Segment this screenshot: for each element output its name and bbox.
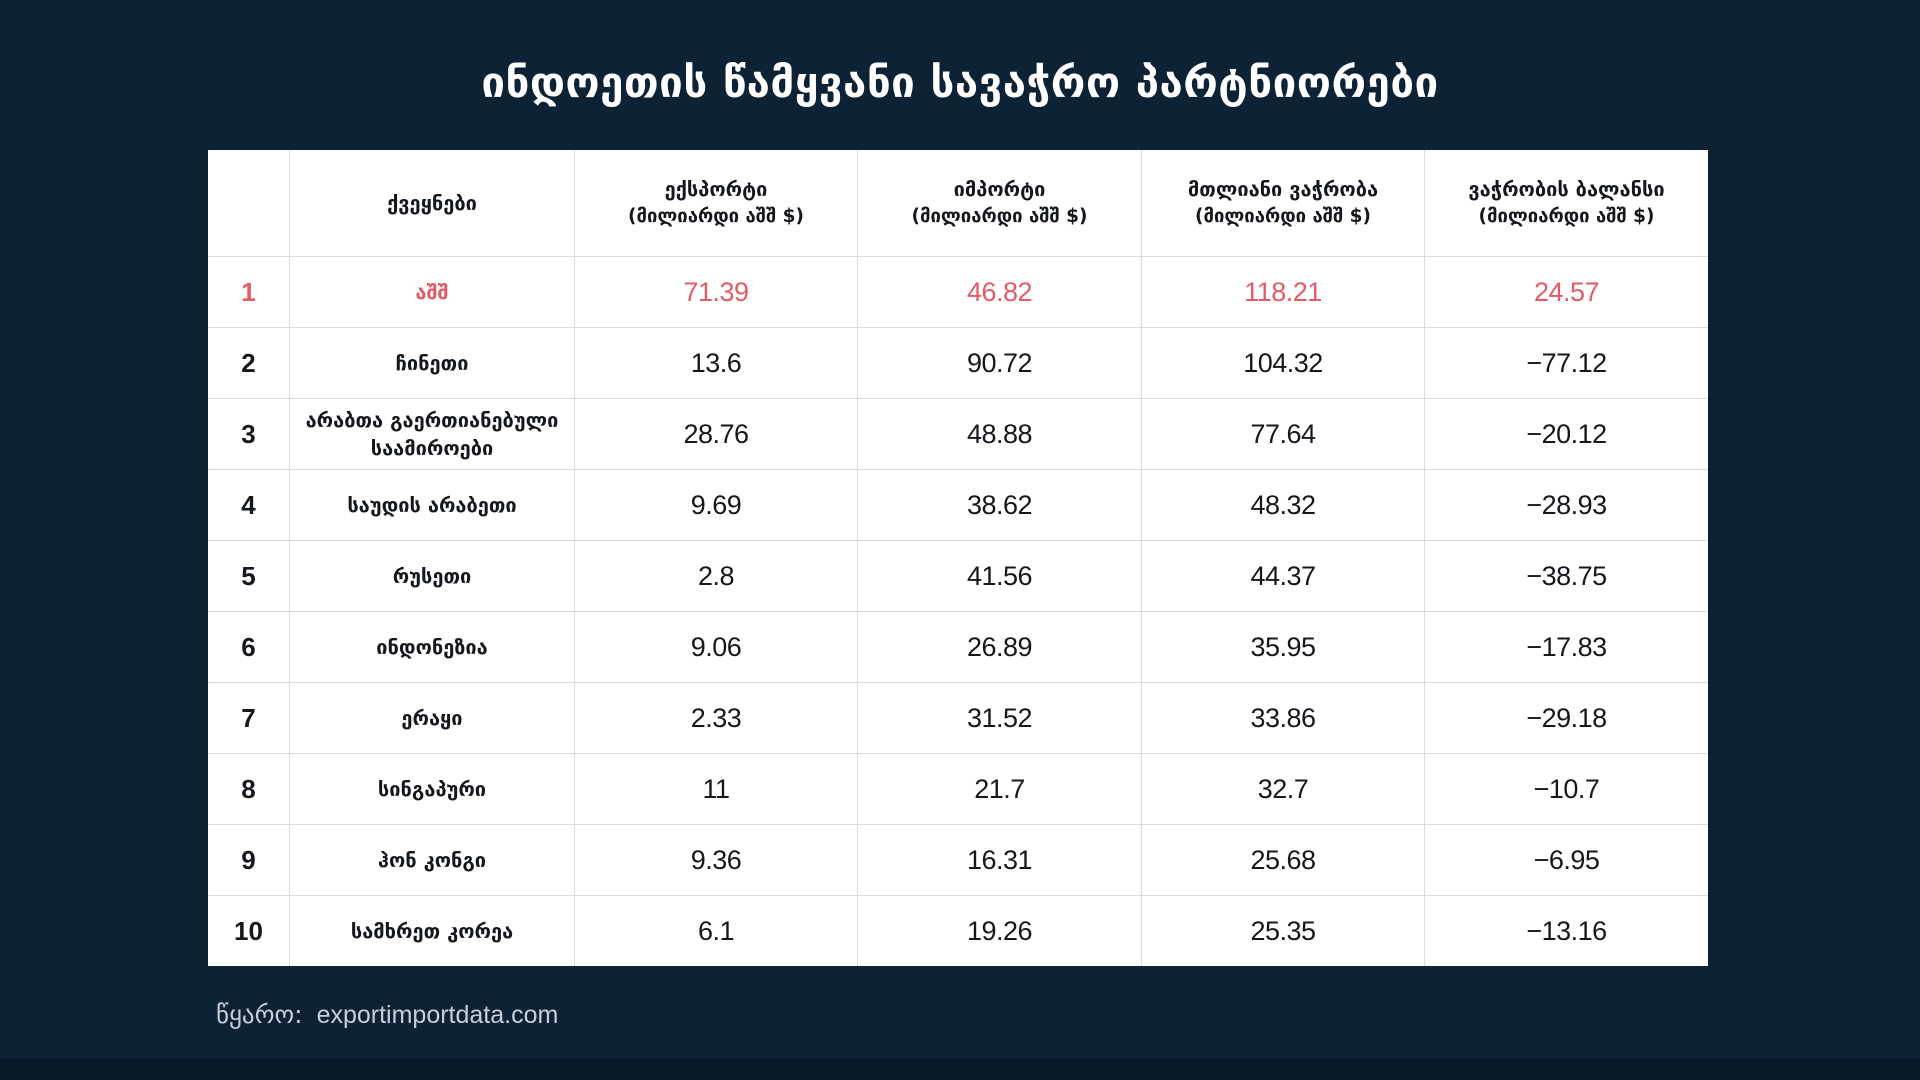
table-row: 10 სამხრეთ კორეა 6.1 19.26 25.35 −13.16 [208,895,1708,966]
rank-cell: 6 [208,612,290,682]
export-cell: 9.36 [575,825,858,895]
trade-partners-table: ქვეყნები ექსპორტი (მილიარდი აშშ $) იმპორ… [208,150,1708,966]
rank-cell: 7 [208,683,290,753]
balance-cell: −38.75 [1526,560,1607,591]
rank-cell: 2 [208,328,290,398]
balance-cell: −17.83 [1526,631,1607,662]
import-cell: 26.89 [858,612,1142,682]
export-cell: 13.6 [575,328,858,398]
table-row: 2 ჩინეთი 13.6 90.72 104.32 −77.12 [208,327,1708,398]
balance-cell: −77.12 [1526,347,1607,378]
rank-cell: 3 [208,399,290,469]
header-trade-balance-label: ვაჭრობის ბალანსი [1468,177,1665,202]
header-import: იმპორტი (მილიარდი აშშ $) [858,150,1142,256]
export-cell: 9.06 [575,612,858,682]
total-cell: 25.68 [1142,825,1425,895]
source-line: წყარო: exportimportdata.com [216,1000,558,1030]
header-import-label: იმპორტი [953,177,1046,202]
country-cell: საუდის არაბეთი [290,470,575,540]
total-cell: 48.32 [1142,470,1425,540]
source-label: წყარო: [216,1000,303,1029]
export-cell: 9.69 [575,470,858,540]
header-country: ქვეყნები [290,150,575,256]
header-export-label: ექსპორტი [664,177,768,202]
import-cell: 48.88 [858,399,1142,469]
rank-cell: 1 [208,257,290,327]
country-cell: ინდონეზია [290,612,575,682]
header-rank [208,150,290,256]
country-cell: რუსეთი [290,541,575,611]
header-import-unit: (მილიარდი აშშ $) [911,206,1088,228]
import-cell: 46.82 [858,257,1142,327]
rank-cell: 4 [208,470,290,540]
total-cell: 118.21 [1142,257,1425,327]
table-row: 6 ინდონეზია 9.06 26.89 35.95 −17.83 [208,611,1708,682]
table-header-row: ქვეყნები ექსპორტი (მილიარდი აშშ $) იმპორ… [208,150,1708,256]
export-cell: 11 [575,754,858,824]
balance-cell: −29.18 [1526,702,1607,733]
export-cell: 2.8 [575,541,858,611]
import-cell: 38.62 [858,470,1142,540]
table-row: 4 საუდის არაბეთი 9.69 38.62 48.32 −28.93 [208,469,1708,540]
export-cell: 2.33 [575,683,858,753]
import-cell: 19.26 [858,896,1142,966]
table-row: 8 სინგაპური 11 21.7 32.7 −10.7 [208,753,1708,824]
total-cell: 25.35 [1142,896,1425,966]
import-cell: 41.56 [858,541,1142,611]
balance-cell: 24.57 [1533,276,1600,307]
rank-cell: 10 [208,896,290,966]
header-export-unit: (მილიარდი აშშ $) [628,206,804,228]
bottom-strip [0,1058,1920,1080]
header-total-trade-label: მთლიანი ვაჭრობა [1187,177,1379,202]
balance-cell: −10.7 [1533,773,1600,804]
country-cell: აშშ [290,257,575,327]
header-total-trade: მთლიანი ვაჭრობა (მილიარდი აშშ $) [1142,150,1425,256]
total-cell: 77.64 [1142,399,1425,469]
balance-cell: −20.12 [1526,418,1607,449]
total-cell: 33.86 [1142,683,1425,753]
total-cell: 44.37 [1142,541,1425,611]
import-cell: 16.31 [858,825,1142,895]
total-cell: 35.95 [1142,612,1425,682]
import-cell: 21.7 [858,754,1142,824]
country-cell: ერაყი [290,683,575,753]
header-country-label: ქვეყნები [387,190,477,215]
total-cell: 104.32 [1142,328,1425,398]
country-cell: სამხრეთ კორეა [290,896,575,966]
balance-cell: −13.16 [1526,915,1607,946]
import-cell: 90.72 [858,328,1142,398]
header-total-trade-unit: (მილიარდი აშშ $) [1195,206,1371,228]
export-cell: 6.1 [575,896,858,966]
total-cell: 32.7 [1142,754,1425,824]
table-row: 9 ჰონ კონგი 9.36 16.31 25.68 −6.95 [208,824,1708,895]
table-row: 3 არაბთა გაერთიანებული საამიროები 28.76 48.… [208,398,1708,469]
country-cell: ჩინეთი [290,328,575,398]
country-cell: არაბთა გაერთიანებული საამიროები [290,399,575,469]
rank-cell: 9 [208,825,290,895]
export-cell: 71.39 [575,257,858,327]
header-trade-balance-unit: (მილიარდი აშშ $) [1478,206,1655,228]
country-cell: სინგაპური [290,754,575,824]
rank-cell: 5 [208,541,290,611]
header-trade-balance: ვაჭრობის ბალანსი (მილიარდი აშშ $) [1425,150,1708,256]
table-body: 1 აშშ 71.39 46.82 118.21 24.57 2 ჩინეთი 13.6 90.7… [208,256,1708,966]
balance-cell: −28.93 [1526,489,1607,520]
rank-cell: 8 [208,754,290,824]
table-row: 5 რუსეთი 2.8 41.56 44.37 −38.75 [208,540,1708,611]
table-row: 7 ერაყი 2.33 31.52 33.86 −29.18 [208,682,1708,753]
source-value: exportimportdata.com [316,1001,559,1029]
import-cell: 31.52 [858,683,1142,753]
header-export: ექსპორტი (მილიარდი აშშ $) [575,150,858,256]
page-title: ინდოეთის წამყვანი სავაჭრო პარტნიორები [481,58,1439,107]
country-cell: ჰონ კონგი [290,825,575,895]
balance-cell: −6.95 [1533,844,1600,875]
export-cell: 28.76 [575,399,858,469]
table-row: 1 აშშ 71.39 46.82 118.21 24.57 [208,256,1708,327]
